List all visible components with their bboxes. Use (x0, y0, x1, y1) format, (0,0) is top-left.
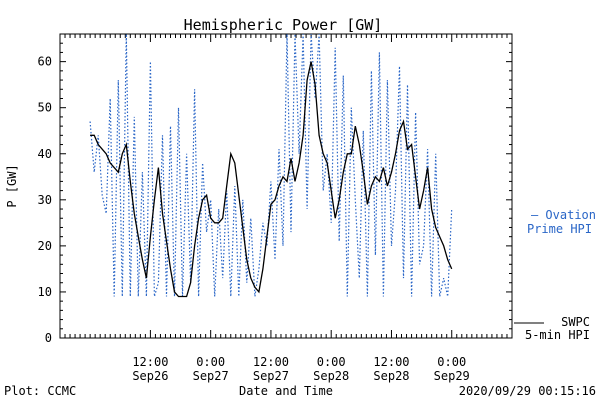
y-tick-label: 40 (38, 147, 52, 161)
y-axis: 0 10 20 30 40 50 60 (38, 33, 512, 345)
plot-timestamp: 2020/09/29 00:15:16 (459, 384, 596, 398)
x-tick-time: 12:00 (373, 355, 409, 369)
y-tick-label: 60 (38, 55, 52, 69)
x-tick-date: Sep26 (132, 369, 168, 383)
series-layer (89, 33, 453, 298)
x-tick-time: 0:00 (196, 355, 225, 369)
x-tick-date: Sep28 (313, 369, 349, 383)
legend-swpc-line2: 5-min HPI (525, 328, 590, 342)
x-tick-time: 12:00 (253, 355, 289, 369)
y-tick-label: 10 (38, 285, 52, 299)
x-tick-date: Sep27 (193, 369, 229, 383)
x-tick-time: 0:00 (437, 355, 466, 369)
chart-title: Hemispheric Power [GW] (184, 16, 383, 34)
y-axis-label: P [GW] (5, 164, 19, 207)
x-tick-date: Sep29 (434, 369, 470, 383)
series-ovation-line (89, 33, 453, 297)
x-axis: 12:00Sep260:00Sep2712:00Sep270:00Sep2812… (59, 34, 513, 383)
legend-ovation: — Ovation Prime HPI (527, 208, 596, 236)
x-tick-date: Sep27 (253, 369, 289, 383)
y-tick-label: 30 (38, 193, 52, 207)
x-tick-date: Sep28 (373, 369, 409, 383)
legend-swpc: SWPC 5-min HPI (514, 315, 590, 342)
legend-ovation-line1: — Ovation (531, 208, 596, 222)
series-swpc-line (90, 61, 453, 298)
x-tick-time: 0:00 (317, 355, 346, 369)
plot-credit: Plot: CCMC (4, 384, 76, 398)
legend-ovation-line2: Prime HPI (527, 222, 592, 236)
legend-swpc-line1: SWPC (561, 315, 590, 329)
x-axis-label: Date and Time (239, 384, 333, 398)
y-tick-label: 20 (38, 239, 52, 253)
plot-frame (59, 33, 513, 339)
y-tick-label: 50 (38, 101, 52, 115)
y-tick-label: 0 (45, 331, 52, 345)
x-tick-time: 12:00 (132, 355, 168, 369)
